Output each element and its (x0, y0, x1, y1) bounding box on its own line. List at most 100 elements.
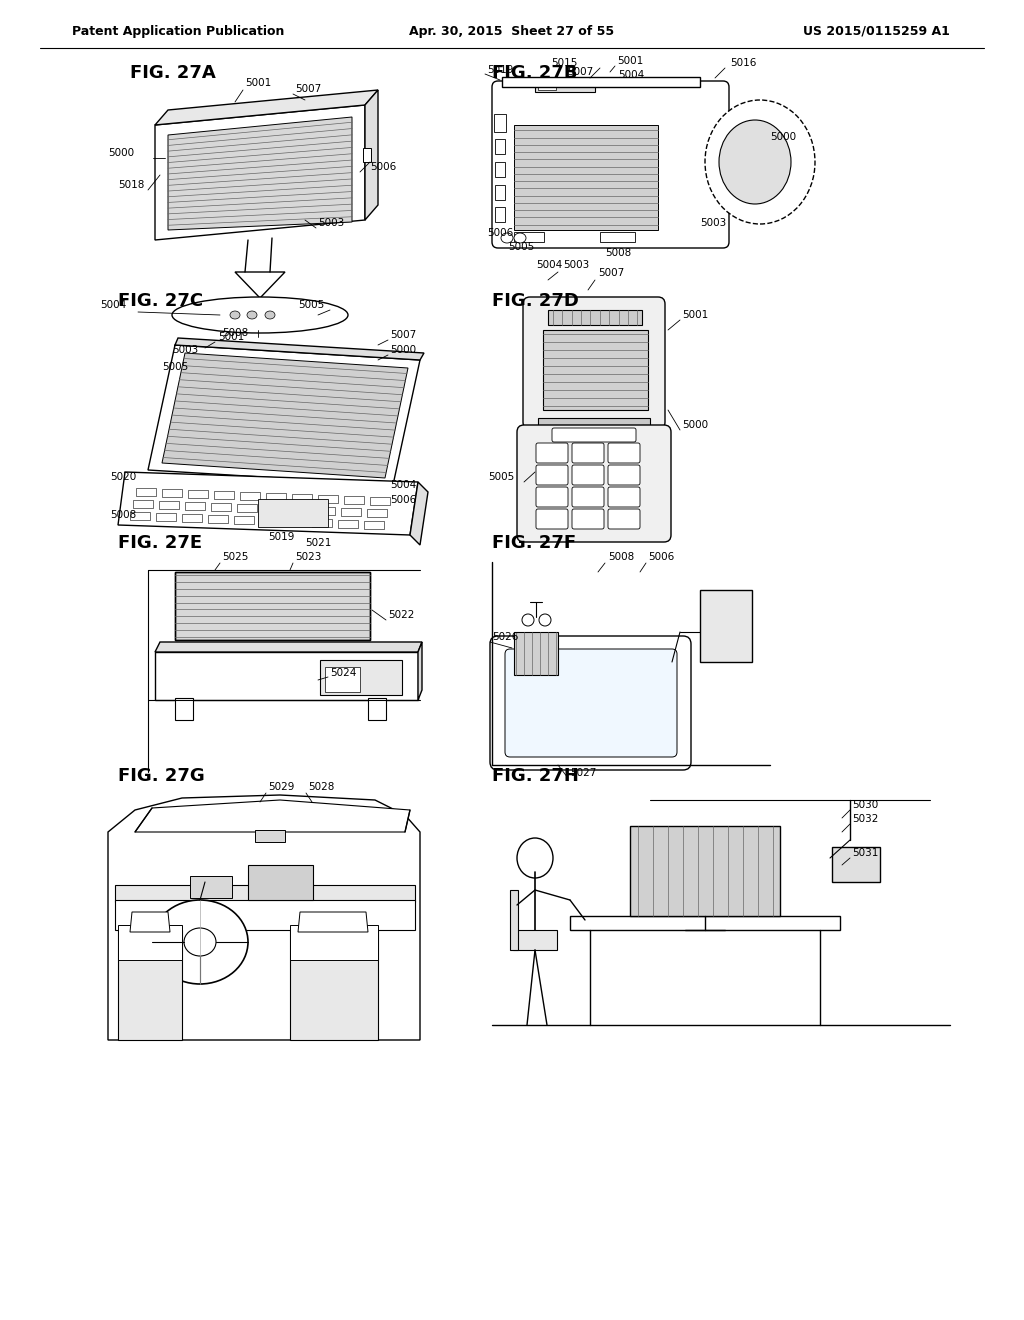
Polygon shape (502, 77, 700, 87)
Polygon shape (108, 795, 420, 1040)
Text: 5019: 5019 (268, 532, 294, 543)
Bar (362, 148, 371, 162)
FancyBboxPatch shape (572, 487, 604, 507)
Bar (325, 667, 360, 692)
Text: FIG. 27A: FIG. 27A (130, 63, 216, 82)
Text: 5007: 5007 (295, 84, 322, 94)
Bar (600, 232, 635, 242)
Bar (185, 502, 205, 510)
Text: 5000: 5000 (770, 132, 796, 143)
FancyBboxPatch shape (490, 636, 691, 770)
Polygon shape (543, 330, 648, 411)
Bar (258, 499, 328, 527)
Ellipse shape (517, 838, 553, 878)
Text: 5016: 5016 (730, 58, 757, 69)
Polygon shape (368, 698, 386, 719)
FancyBboxPatch shape (572, 510, 604, 529)
Text: 5006: 5006 (370, 162, 396, 172)
Ellipse shape (265, 312, 275, 319)
Bar (495, 185, 505, 201)
Text: 5006: 5006 (390, 495, 416, 506)
Text: 5005: 5005 (508, 242, 535, 252)
Bar (510, 890, 518, 950)
Bar (495, 162, 505, 177)
Bar (495, 207, 505, 222)
Bar (513, 931, 557, 950)
Polygon shape (118, 925, 182, 960)
Text: 5001: 5001 (245, 78, 271, 88)
Text: 5015: 5015 (551, 58, 578, 69)
Text: 5025: 5025 (222, 552, 249, 562)
Ellipse shape (172, 297, 348, 333)
Polygon shape (155, 652, 418, 700)
Bar (364, 521, 384, 529)
FancyBboxPatch shape (517, 425, 671, 543)
Ellipse shape (539, 614, 551, 626)
Bar (495, 139, 505, 154)
Bar (237, 504, 257, 512)
Bar (175, 572, 370, 640)
Text: 5000: 5000 (390, 345, 416, 355)
Polygon shape (155, 90, 378, 125)
Ellipse shape (247, 312, 257, 319)
Bar (130, 512, 150, 520)
Bar (133, 500, 153, 508)
Text: 5021: 5021 (305, 539, 332, 548)
Polygon shape (130, 912, 170, 932)
Text: 5007: 5007 (390, 330, 416, 341)
Polygon shape (418, 642, 422, 700)
Polygon shape (168, 117, 352, 230)
Text: 5008: 5008 (605, 248, 631, 257)
Text: 5006: 5006 (487, 228, 513, 238)
Text: 5004: 5004 (100, 300, 126, 310)
Bar (159, 502, 179, 510)
FancyBboxPatch shape (536, 487, 568, 507)
Polygon shape (514, 632, 558, 675)
Text: FIG. 27C: FIG. 27C (118, 292, 203, 310)
Text: Patent Application Publication: Patent Application Publication (72, 25, 285, 38)
Polygon shape (175, 338, 424, 360)
Polygon shape (298, 912, 368, 932)
Bar (214, 491, 234, 499)
Text: 5023: 5023 (295, 552, 322, 562)
Bar (319, 660, 402, 696)
Text: FIG. 27F: FIG. 27F (492, 535, 577, 552)
Text: 5027: 5027 (570, 768, 596, 777)
Text: 5003: 5003 (172, 345, 199, 355)
Bar (255, 830, 285, 842)
Text: 5006: 5006 (648, 552, 674, 562)
Text: 5007: 5007 (567, 67, 593, 77)
Bar (831, 847, 880, 882)
Polygon shape (514, 125, 658, 230)
FancyBboxPatch shape (552, 428, 636, 442)
Polygon shape (290, 931, 378, 1040)
Bar (570, 916, 840, 931)
FancyBboxPatch shape (492, 81, 729, 248)
Text: 5008: 5008 (222, 327, 248, 338)
Text: 5008: 5008 (110, 510, 136, 520)
FancyBboxPatch shape (505, 649, 677, 756)
Bar (312, 519, 332, 527)
Text: 5026: 5026 (492, 632, 518, 642)
Text: 5030: 5030 (852, 800, 879, 810)
Text: 5020: 5020 (110, 473, 136, 482)
Ellipse shape (719, 120, 791, 205)
Ellipse shape (152, 900, 248, 983)
Bar (338, 520, 358, 528)
FancyBboxPatch shape (608, 510, 640, 529)
Bar (344, 496, 364, 504)
Bar (289, 506, 309, 513)
Bar (318, 495, 338, 503)
Polygon shape (155, 642, 422, 652)
Polygon shape (115, 884, 415, 902)
Bar (341, 508, 361, 516)
Text: 5024: 5024 (330, 668, 356, 678)
Text: 5032: 5032 (852, 814, 879, 824)
Text: 5005: 5005 (488, 473, 514, 482)
Polygon shape (155, 106, 365, 240)
FancyBboxPatch shape (608, 444, 640, 463)
Bar (208, 515, 228, 523)
Text: 5008: 5008 (608, 552, 634, 562)
Text: 5022: 5022 (388, 610, 415, 620)
Text: 5005: 5005 (162, 362, 188, 372)
